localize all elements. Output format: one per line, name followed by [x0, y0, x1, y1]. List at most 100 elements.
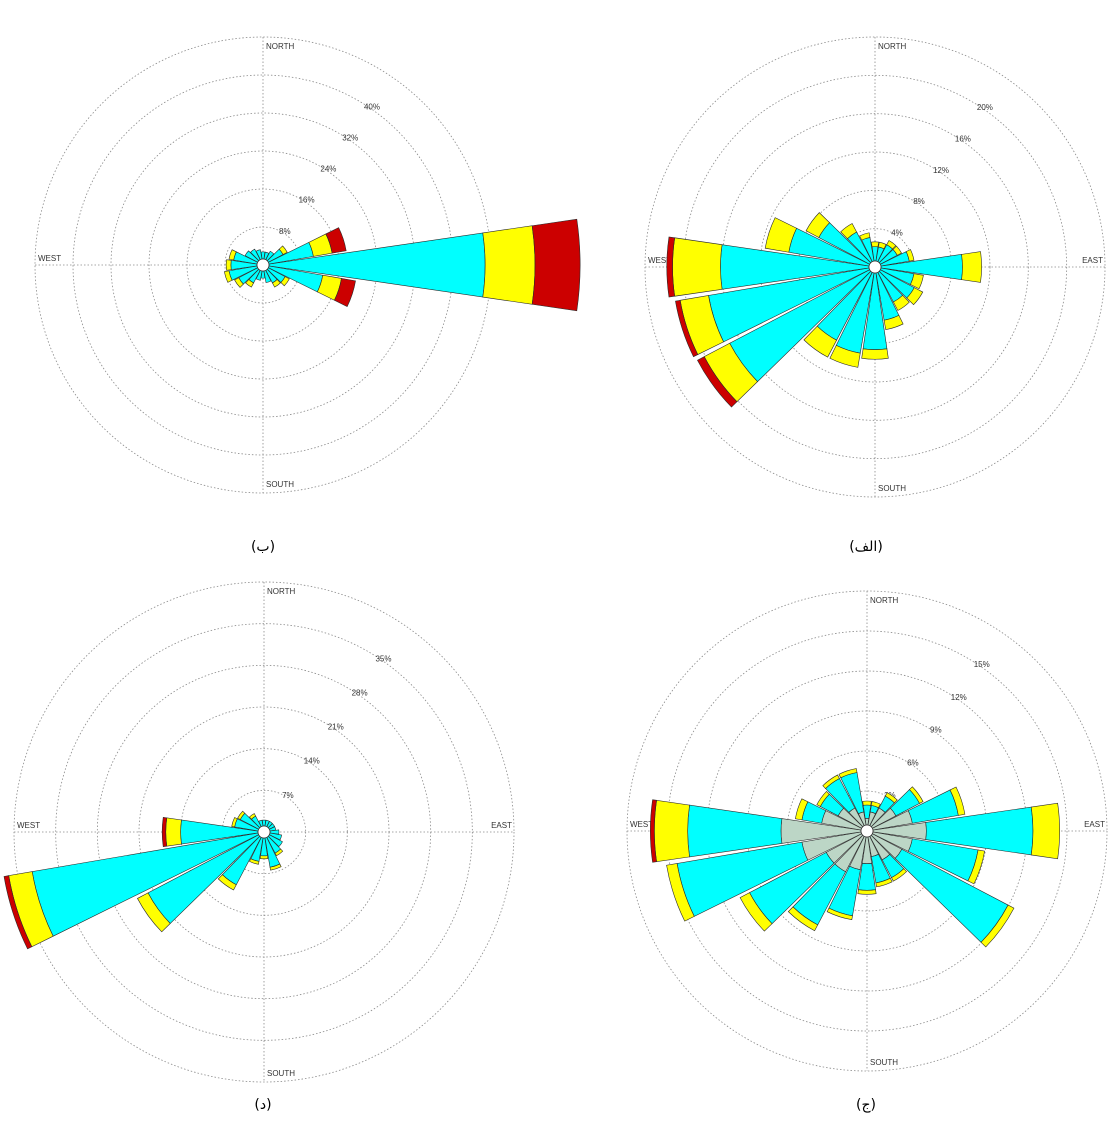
- ring-label: 32%: [342, 134, 358, 143]
- sector-wedge: [165, 817, 182, 847]
- sector-wedge: [268, 232, 486, 298]
- sector-wedge: [862, 800, 872, 806]
- sector-wedge: [829, 345, 861, 368]
- sector-wedge: [3, 875, 33, 950]
- sector-wedge: [333, 278, 356, 307]
- sector-wedge: [217, 874, 237, 891]
- ring-label: 7%: [282, 791, 294, 800]
- ring-label: 24%: [320, 165, 336, 174]
- west-label: WEST: [630, 820, 653, 829]
- south-label: SOUTH: [878, 484, 906, 493]
- west-label: WEST: [17, 821, 40, 830]
- sector-wedge: [892, 294, 910, 311]
- sector-wedge: [237, 810, 246, 820]
- sector-wedge: [787, 906, 819, 932]
- east-label: EAST: [1082, 256, 1103, 265]
- sector-wedge: [857, 889, 877, 895]
- east-label: EAST: [1084, 820, 1105, 829]
- ring-label: 16%: [955, 134, 971, 143]
- sector-wedge: [249, 858, 260, 865]
- sector-wedge: [137, 892, 171, 933]
- sector-wedge: [234, 277, 244, 288]
- sector-wedge: [816, 790, 830, 807]
- sector-wedge: [859, 232, 871, 241]
- sector-wedge: [892, 245, 902, 256]
- calm-hub: [868, 260, 882, 274]
- sector-wedge: [225, 259, 232, 271]
- sector-wedge: [803, 325, 837, 358]
- north-label: NORTH: [267, 587, 296, 596]
- sector-wedge: [764, 217, 797, 253]
- sector-wedge: [280, 276, 290, 287]
- ring-label: 20%: [977, 103, 993, 112]
- sector-wedge: [949, 786, 966, 816]
- sector-wedge: [248, 813, 257, 820]
- sector-wedge: [910, 273, 924, 290]
- sector-wedge: [269, 863, 282, 871]
- wind-rose-dal: 7% 14% 21% 28% 35% NORTH SOUTH WEST EAST: [3, 581, 515, 1083]
- grid-ring: [55, 623, 473, 1041]
- sector-wedge: [884, 792, 898, 804]
- sector-wedge: [871, 241, 879, 248]
- sector-wedge: [278, 245, 288, 255]
- sector-wedge: [840, 223, 858, 240]
- ring-label: 4%: [891, 229, 903, 238]
- sector-wedge: [739, 892, 773, 932]
- sector-wedge: [245, 279, 254, 288]
- sector-wedge: [650, 799, 657, 863]
- grid-ring: [721, 113, 1029, 421]
- sector-wedge: [905, 249, 915, 262]
- sector-wedge: [228, 249, 237, 261]
- north-label: NORTH: [870, 596, 899, 605]
- caption-b: (ب): [250, 539, 276, 555]
- sector-wedge: [980, 904, 1015, 948]
- wind-rose-alef: 4% 8% 12% 16% 20% NORTH SOUTH WEST EAST: [644, 36, 1106, 498]
- sector-wedge: [259, 855, 269, 860]
- sector-wedge: [883, 314, 904, 330]
- sector-wedge: [871, 801, 881, 809]
- caption-jim: (ج): [856, 1097, 876, 1113]
- sector-wedge: [891, 868, 908, 882]
- ring-label: 21%: [328, 723, 344, 732]
- calm-hub: [257, 825, 271, 839]
- ring-label: 9%: [930, 726, 942, 735]
- sector-wedge: [654, 799, 690, 863]
- sector-wedge: [666, 236, 676, 298]
- sector-wedge: [878, 241, 887, 250]
- ring-label: 40%: [364, 102, 380, 111]
- sector-wedge: [697, 356, 738, 408]
- sector-wedge: [666, 863, 695, 922]
- sector-wedge: [231, 817, 238, 828]
- sector-wedge: [531, 218, 581, 312]
- sector-wedge: [675, 299, 699, 358]
- sector-wedge: [861, 348, 889, 360]
- calm-hub: [256, 258, 270, 272]
- west-label: WEST: [38, 254, 61, 263]
- ring-label: 16%: [299, 196, 315, 205]
- caption-dal: (د): [254, 1097, 272, 1113]
- north-label: NORTH: [878, 42, 907, 51]
- sector-wedge: [795, 798, 809, 821]
- sector-wedge: [967, 849, 985, 885]
- sector-wedge: [875, 877, 893, 888]
- north-label: NORTH: [266, 42, 295, 51]
- ring-label: 8%: [913, 197, 925, 206]
- ring-label: 14%: [304, 757, 320, 766]
- south-label: SOUTH: [266, 480, 294, 489]
- sector-wedge: [1030, 802, 1060, 860]
- sector-wedge: [272, 279, 281, 288]
- south-label: SOUTH: [267, 1069, 295, 1078]
- ring-label: 28%: [352, 689, 368, 698]
- sector-wedge: [838, 768, 858, 779]
- ring-label: 35%: [375, 654, 391, 663]
- south-label: SOUTH: [870, 1058, 898, 1067]
- sector-wedge: [886, 240, 897, 250]
- caption-alef: (الف): [849, 539, 883, 555]
- sector-wedge: [161, 816, 168, 848]
- calm-hub: [860, 824, 874, 838]
- sector-wedge: [672, 237, 723, 297]
- ring-label: 12%: [933, 166, 949, 175]
- ring-label: 12%: [951, 693, 967, 702]
